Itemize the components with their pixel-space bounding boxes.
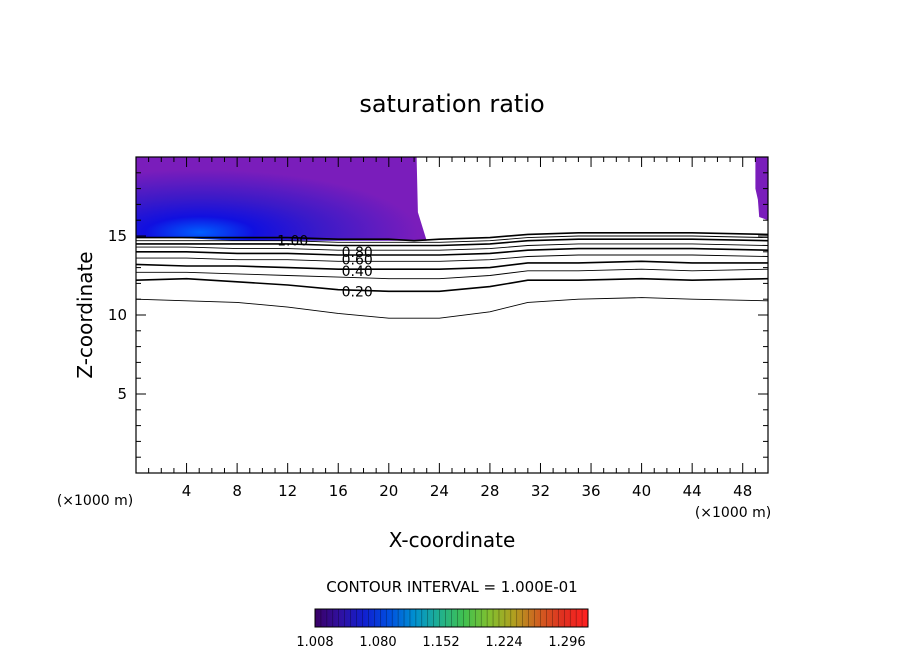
contour-line [136, 247, 768, 256]
x-tick-label: 40 [632, 482, 651, 500]
contour-label: 0.40 [342, 264, 373, 280]
x-tick-labels: 4 8 12 16 20 24 28 32 36 40 44 48 [182, 482, 752, 500]
y-tick-label: 15 [108, 227, 127, 245]
x-tick-label: 28 [480, 482, 499, 500]
x-tick-label: 48 [733, 482, 752, 500]
contour-line [136, 238, 768, 247]
x-tick-label: 4 [182, 482, 192, 500]
x-unit-left: (×1000 m) [57, 493, 133, 509]
axis-ticks [136, 157, 768, 473]
contour-label: 0.60 [342, 253, 373, 269]
plot-area: 1.00 0.800.600.40 0.20 [136, 157, 768, 319]
contour-lines [136, 232, 768, 319]
x-tick-label: 24 [430, 482, 449, 500]
colorbar-label: 1.152 [422, 635, 459, 650]
colorbar-labels: 1.008 1.080 1.152 1.224 1.296 [296, 635, 585, 650]
contour-interval-label: CONTOUR INTERVAL = 1.000E-01 [326, 578, 577, 596]
colorbar-label: 1.080 [359, 635, 396, 650]
x-tick-label: 44 [683, 482, 702, 500]
supersaturated-region-left [136, 157, 427, 241]
colorbar-label: 1.008 [296, 635, 333, 650]
contour-line [136, 235, 768, 243]
contour-line [136, 243, 768, 251]
x-axis-label: X-coordinate [389, 528, 516, 552]
chart-title: saturation ratio [359, 90, 544, 118]
x-tick-label: 32 [531, 482, 550, 500]
contour-labels: 1.00 0.800.600.40 0.20 [277, 234, 373, 301]
y-tick-labels: 5 10 15 [108, 227, 127, 403]
contour-line [136, 232, 768, 242]
x-tick-label: 16 [329, 482, 348, 500]
contour-line [136, 297, 768, 319]
x-tick-label: 8 [232, 482, 242, 500]
y-tick-label: 10 [108, 306, 127, 324]
contour-label: 1.00 [277, 234, 308, 250]
contour-line [136, 268, 768, 280]
contour-line [136, 260, 768, 271]
colorbar-stripes [320, 609, 583, 627]
y-axis-label: Z-coordinate [73, 251, 97, 378]
contour-line [136, 254, 768, 262]
y-tick-label: 5 [117, 385, 127, 403]
contour-label: 0.80 [342, 245, 373, 261]
contour-line [136, 277, 768, 293]
x-tick-label: 12 [278, 482, 297, 500]
x-unit-right: (×1000 m) [695, 505, 771, 521]
colorbar-label: 1.296 [548, 635, 585, 650]
x-tick-label: 36 [581, 482, 600, 500]
x-tick-label: 20 [379, 482, 398, 500]
contour-label: 0.20 [342, 284, 373, 300]
colorbar-label: 1.224 [485, 635, 522, 650]
